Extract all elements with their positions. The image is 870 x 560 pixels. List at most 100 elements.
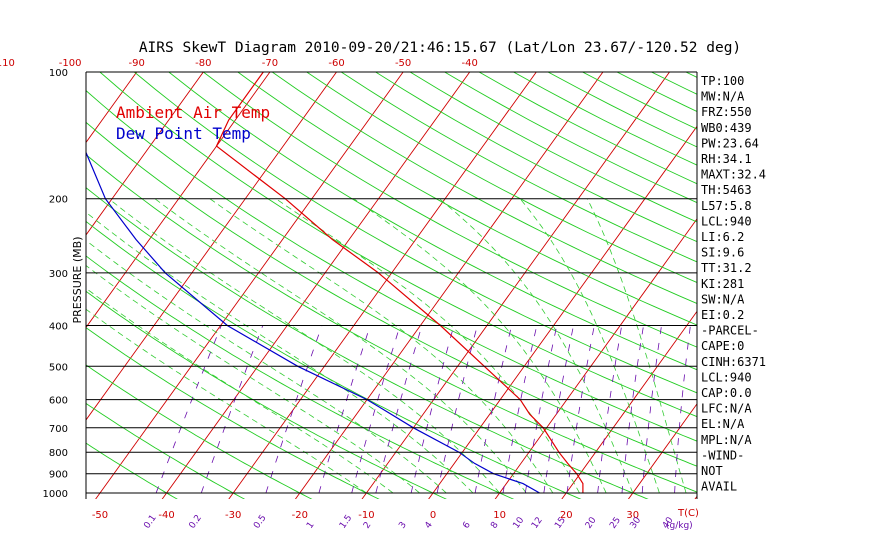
stat-line: PW:23.64 xyxy=(701,136,759,150)
bottom-temperature-tick: -20 xyxy=(292,510,308,521)
dry-adiabat-line xyxy=(168,72,697,371)
moist-adiabat-line xyxy=(86,239,447,494)
mixing-ratio-tick: 8 xyxy=(489,520,501,531)
isotherm-line xyxy=(0,62,77,503)
dry-adiabat-line xyxy=(86,402,246,499)
bottom-temperature-tick: -50 xyxy=(92,510,108,521)
dry-adiabat-line xyxy=(86,90,697,442)
legend-dew-point-temp: Dew Point Temp xyxy=(116,124,251,143)
stat-line: MAXT:32.4 xyxy=(701,168,766,182)
mixing-ratio-tick: 3 xyxy=(397,520,408,530)
bottom-temperature-tick: 20 xyxy=(560,510,573,521)
bottom-temperature-tick: -10 xyxy=(358,510,374,521)
pressure-tick-label: 300 xyxy=(49,269,68,280)
moist-adiabat-line xyxy=(586,198,687,494)
pressure-tick-label: 200 xyxy=(49,195,68,206)
stat-line: MPL:N/A xyxy=(701,433,752,447)
isotherm-line xyxy=(561,310,697,499)
stat-line: NOT xyxy=(701,464,723,478)
mixing-ratio-tick: 2 xyxy=(362,520,373,530)
moist-adiabat-line xyxy=(209,198,554,494)
pressure-tick-label: 100 xyxy=(49,68,68,79)
dry-adiabat-line xyxy=(86,154,697,493)
chart-title: AIRS SkewT Diagram 2010-09-20/21:46:15.6… xyxy=(139,40,741,56)
stat-line: RH:34.1 xyxy=(701,152,752,166)
mixing-ratio-line xyxy=(436,325,478,494)
stat-line: CAPE:0 xyxy=(701,339,744,353)
moist-adiabat-line xyxy=(86,211,474,494)
mixing-ratio-tick: 0.5 xyxy=(252,513,268,530)
moist-adiabat-line xyxy=(86,287,394,494)
dry-adiabat-line xyxy=(86,187,649,499)
mixing-ratio-tick: 10 xyxy=(512,515,527,530)
isotherm-line xyxy=(0,62,11,503)
temperature-unit-label: T(C) xyxy=(677,508,699,519)
moist-adiabat-line xyxy=(519,198,660,494)
stat-line: L57:5.8 xyxy=(701,199,752,213)
mixing-ratio-line xyxy=(621,325,644,494)
bottom-temperature-tick: 0 xyxy=(430,510,436,521)
mixing-ratio-tick: 12 xyxy=(530,516,545,531)
isotherm-line xyxy=(228,72,537,499)
legend: Ambient Air Temp Dew Point Temp xyxy=(116,103,270,143)
stat-line: TP:100 xyxy=(701,74,744,88)
top-temperature-tick: -40 xyxy=(462,58,478,69)
mixing-ratio-tick: 20 xyxy=(584,515,599,530)
bottom-temperature-tick: -40 xyxy=(158,510,174,521)
dry-adiabat-line xyxy=(478,72,697,185)
mixing-ratio-tick: 25 xyxy=(608,516,623,531)
dry-adiabat-line xyxy=(340,72,697,263)
stat-line: TH:5463 xyxy=(701,183,752,197)
mixing-ratio-line xyxy=(674,325,691,494)
mixing-ratio-line xyxy=(597,325,623,494)
mixing-ratio-tick: 4 xyxy=(423,520,435,531)
legend-ambient-air-temp: Ambient Air Temp xyxy=(116,103,270,122)
top-temperature-tick: -100 xyxy=(59,58,82,69)
pressure-tick-label: 700 xyxy=(49,424,68,435)
top-temperature-tick: -90 xyxy=(129,58,145,69)
isotherm-line xyxy=(627,403,697,499)
mixing-ratio-tick: 0.1 xyxy=(142,513,158,530)
bottom-temperature-tick: 10 xyxy=(493,510,506,521)
stat-line: MW:N/A xyxy=(701,90,745,104)
top-temperature-tick: -70 xyxy=(262,58,278,69)
ambient-air-temp-line xyxy=(215,72,584,493)
stat-line: FRZ:550 xyxy=(701,105,752,119)
stat-line: LCL:940 xyxy=(701,214,752,228)
stat-line: -PARCEL- xyxy=(701,324,759,338)
mixing-ratio-tick: 1 xyxy=(305,520,316,530)
dry-adiabat-line xyxy=(133,72,697,394)
dew-point-temp-line xyxy=(86,150,540,494)
isotherm-line xyxy=(161,72,471,499)
dry-adiabat-line xyxy=(409,72,697,223)
isotherm-line xyxy=(294,72,604,499)
top-temperature-tick: -80 xyxy=(195,58,211,69)
isotherm-line xyxy=(759,62,870,503)
stat-line: SW:N/A xyxy=(701,292,745,306)
pressure-tick-label: 400 xyxy=(49,321,68,332)
stat-line: KI:281 xyxy=(701,277,744,291)
dry-adiabat-line xyxy=(86,290,447,499)
pressure-tick-label: 1000 xyxy=(43,489,68,500)
axes-layer: 1002003004005006007008009001000-120-110-… xyxy=(0,58,699,531)
dry-adiabat-line xyxy=(86,121,697,467)
dry-adiabat-line xyxy=(202,72,697,348)
top-temperature-tick: -50 xyxy=(395,58,411,69)
dry-adiabat-line xyxy=(99,72,697,418)
dry-adiabat-line xyxy=(86,327,380,499)
series-layer xyxy=(86,72,584,494)
stat-line: EL:N/A xyxy=(701,417,745,431)
dry-adiabat-line xyxy=(305,72,697,283)
bottom-temperature-tick: -30 xyxy=(225,510,241,521)
mixing-ratio-tick: 0.2 xyxy=(188,513,204,530)
dry-adiabat-line xyxy=(237,72,697,326)
top-temperature-tick: -60 xyxy=(328,58,344,69)
moist-adiabat-line xyxy=(108,198,500,494)
dry-adiabat-line xyxy=(374,72,697,243)
mixing-ratio-line xyxy=(524,325,558,494)
pressure-tick-label: 900 xyxy=(49,470,68,481)
stat-line: SI:9.6 xyxy=(701,246,744,260)
mixing-ratio-line xyxy=(351,325,401,494)
